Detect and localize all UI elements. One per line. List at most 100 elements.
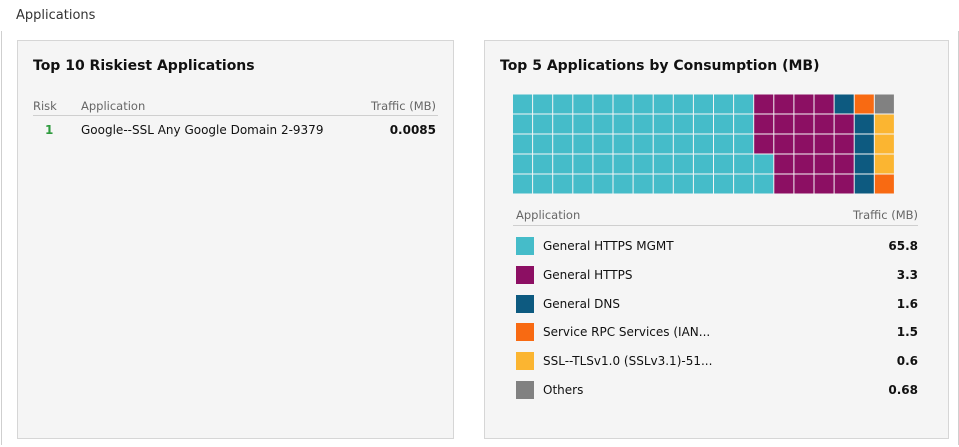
column-application[interactable]: Application [81, 99, 146, 113]
waffle-cell[interactable] [734, 114, 754, 134]
waffle-cell[interactable] [533, 94, 553, 114]
column-risk[interactable]: Risk [33, 99, 57, 113]
waffle-cell[interactable] [653, 154, 673, 174]
waffle-cell[interactable] [714, 154, 734, 174]
waffle-cell[interactable] [874, 94, 894, 114]
waffle-cell[interactable] [814, 174, 834, 194]
waffle-cell[interactable] [854, 134, 874, 154]
waffle-cell[interactable] [613, 154, 633, 174]
waffle-cell[interactable] [834, 134, 854, 154]
waffle-cell[interactable] [633, 174, 653, 194]
waffle-cell[interactable] [714, 94, 734, 114]
column-traffic[interactable]: Traffic (MB) [371, 99, 436, 113]
waffle-cell[interactable] [854, 114, 874, 134]
waffle-cell[interactable] [513, 154, 533, 174]
waffle-cell[interactable] [593, 174, 613, 194]
waffle-cell[interactable] [854, 174, 874, 194]
waffle-cell[interactable] [794, 114, 814, 134]
waffle-cell[interactable] [653, 174, 673, 194]
legend-item[interactable]: General DNS 1.6 [516, 294, 918, 315]
waffle-cell[interactable] [814, 114, 834, 134]
waffle-cell[interactable] [593, 94, 613, 114]
waffle-cell[interactable] [754, 114, 774, 134]
waffle-cell[interactable] [693, 94, 713, 114]
legend-column-traffic[interactable]: Traffic (MB) [853, 208, 918, 222]
application-name[interactable]: Google--SSL Any Google Domain 2-9379 [81, 123, 324, 137]
waffle-cell[interactable] [513, 114, 533, 134]
waffle-cell[interactable] [734, 154, 754, 174]
waffle-cell[interactable] [774, 174, 794, 194]
waffle-cell[interactable] [573, 154, 593, 174]
waffle-cell[interactable] [653, 114, 673, 134]
waffle-cell[interactable] [673, 94, 693, 114]
waffle-cell[interactable] [613, 114, 633, 134]
waffle-cell[interactable] [693, 114, 713, 134]
waffle-cell[interactable] [794, 134, 814, 154]
waffle-cell[interactable] [874, 134, 894, 154]
waffle-cell[interactable] [633, 94, 653, 114]
waffle-cell[interactable] [834, 154, 854, 174]
waffle-cell[interactable] [774, 94, 794, 114]
waffle-cell[interactable] [593, 134, 613, 154]
waffle-cell[interactable] [714, 134, 734, 154]
waffle-cell[interactable] [774, 154, 794, 174]
waffle-cell[interactable] [734, 174, 754, 194]
waffle-cell[interactable] [693, 134, 713, 154]
waffle-cell[interactable] [633, 114, 653, 134]
waffle-cell[interactable] [874, 114, 894, 134]
waffle-cell[interactable] [673, 154, 693, 174]
waffle-cell[interactable] [573, 94, 593, 114]
waffle-cell[interactable] [834, 174, 854, 194]
waffle-cell[interactable] [673, 114, 693, 134]
waffle-cell[interactable] [714, 114, 734, 134]
waffle-cell[interactable] [613, 94, 633, 114]
waffle-cell[interactable] [754, 174, 774, 194]
waffle-cell[interactable] [553, 114, 573, 134]
waffle-cell[interactable] [513, 174, 533, 194]
waffle-cell[interactable] [553, 154, 573, 174]
waffle-cell[interactable] [854, 94, 874, 114]
legend-column-application[interactable]: Application [516, 208, 581, 222]
waffle-cell[interactable] [673, 174, 693, 194]
waffle-cell[interactable] [794, 94, 814, 114]
waffle-cell[interactable] [814, 154, 834, 174]
waffle-cell[interactable] [854, 154, 874, 174]
waffle-cell[interactable] [693, 154, 713, 174]
waffle-cell[interactable] [653, 94, 673, 114]
waffle-cell[interactable] [613, 134, 633, 154]
waffle-cell[interactable] [533, 134, 553, 154]
waffle-cell[interactable] [633, 134, 653, 154]
waffle-cell[interactable] [794, 174, 814, 194]
waffle-cell[interactable] [834, 94, 854, 114]
waffle-cell[interactable] [633, 154, 653, 174]
waffle-cell[interactable] [573, 174, 593, 194]
legend-item[interactable]: Service RPC Services (IAN... 1.5 [516, 323, 918, 343]
waffle-cell[interactable] [673, 134, 693, 154]
waffle-cell[interactable] [593, 114, 613, 134]
legend-item[interactable]: General HTTPS MGMT 65.8 [516, 237, 918, 257]
waffle-cell[interactable] [593, 154, 613, 174]
waffle-cell[interactable] [814, 134, 834, 154]
waffle-cell[interactable] [714, 174, 734, 194]
waffle-cell[interactable] [553, 174, 573, 194]
legend-item[interactable]: SSL--TLSv1.0 (SSLv3.1)-51... 0.6 [516, 352, 918, 372]
waffle-cell[interactable] [693, 174, 713, 194]
waffle-cell[interactable] [834, 114, 854, 134]
waffle-cell[interactable] [874, 174, 894, 194]
waffle-cell[interactable] [814, 94, 834, 114]
waffle-cell[interactable] [774, 114, 794, 134]
waffle-cell[interactable] [553, 94, 573, 114]
waffle-cell[interactable] [513, 94, 533, 114]
waffle-cell[interactable] [533, 174, 553, 194]
waffle-cell[interactable] [874, 154, 894, 174]
consumption-waffle-chart[interactable] [513, 94, 915, 196]
waffle-cell[interactable] [774, 134, 794, 154]
waffle-cell[interactable] [533, 114, 553, 134]
waffle-cell[interactable] [754, 94, 774, 114]
legend-item[interactable]: Others 0.68 [516, 381, 918, 401]
waffle-cell[interactable] [573, 114, 593, 134]
waffle-cell[interactable] [734, 94, 754, 114]
waffle-cell[interactable] [754, 134, 774, 154]
waffle-cell[interactable] [553, 134, 573, 154]
waffle-cell[interactable] [794, 154, 814, 174]
